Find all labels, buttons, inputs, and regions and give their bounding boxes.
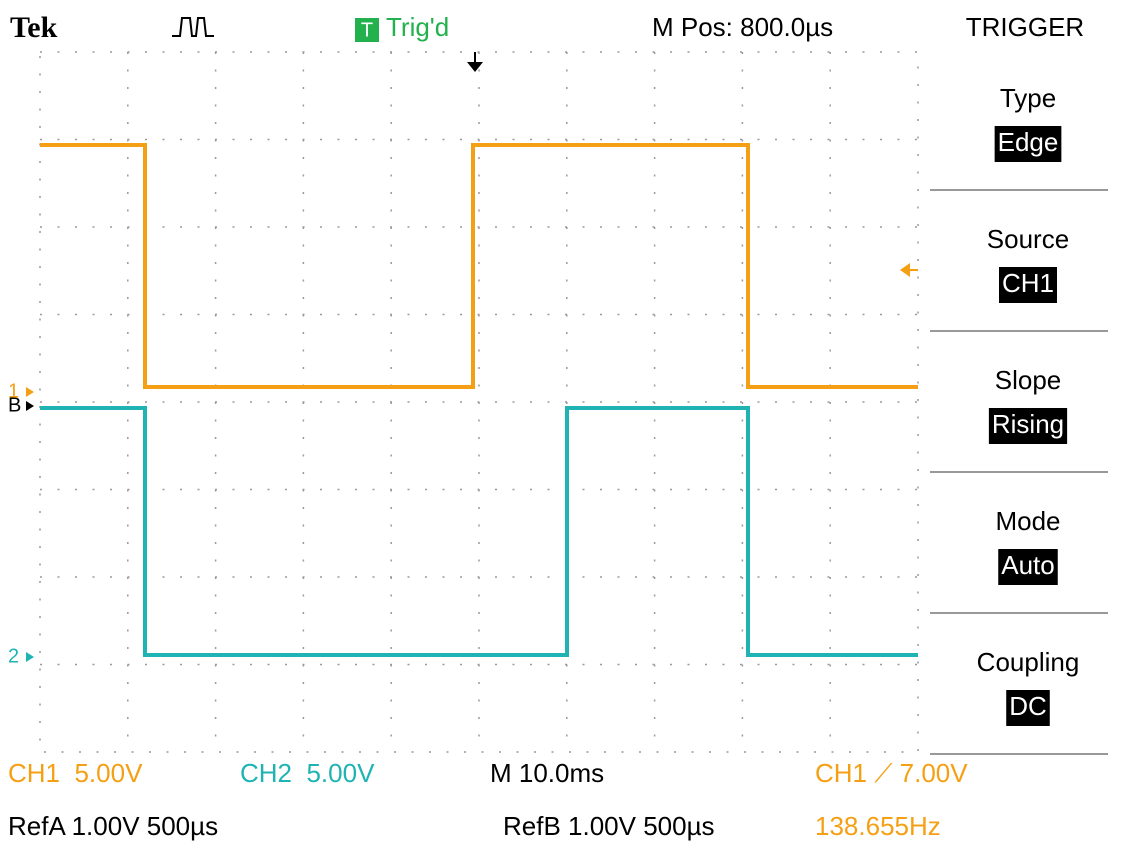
menu-value-bg bbox=[1006, 690, 1050, 726]
refa: RefA 1.00V 500µs bbox=[8, 811, 218, 841]
ref-marker-arrow bbox=[26, 401, 34, 411]
ch2-marker-arrow bbox=[26, 652, 34, 662]
menu-label: Coupling bbox=[977, 647, 1080, 677]
brand: Tek bbox=[10, 11, 58, 44]
menu-value: DC bbox=[1009, 691, 1047, 721]
ch1-marker: 1 bbox=[8, 380, 19, 402]
ch1-scale: CH1 5.00V bbox=[8, 758, 143, 788]
menu-value: Auto bbox=[1001, 550, 1055, 580]
trigger-menu: Type Edge Source CH1 Slope Rising Mode Auto Coup… bbox=[930, 83, 1108, 755]
graticule-border bbox=[39, 51, 919, 753]
timebase: M 10.0ms bbox=[490, 758, 604, 788]
refb: RefB 1.00V 500µs bbox=[503, 811, 715, 841]
trigger-status: Trig'd bbox=[386, 12, 449, 42]
menu-value: CH1 bbox=[1002, 268, 1054, 298]
menu-value-bg bbox=[988, 408, 1068, 444]
menu-label: Type bbox=[1000, 83, 1056, 113]
menu-value: Rising bbox=[992, 409, 1064, 439]
trigger-level-arrow bbox=[900, 263, 918, 277]
ch1-waveform bbox=[40, 143, 918, 389]
ch2-scale: CH2 5.00V bbox=[240, 758, 375, 788]
ch1-marker-arrow bbox=[26, 387, 34, 397]
menu-value-bg bbox=[994, 126, 1062, 162]
menu-title: TRIGGER bbox=[966, 12, 1084, 42]
graticule bbox=[40, 52, 918, 752]
ch2-waveform bbox=[40, 406, 918, 657]
trigger-pos-arrow bbox=[467, 52, 483, 72]
trigger-level: CH1 ⟋ 7.00V bbox=[815, 758, 968, 788]
menu-label: Slope bbox=[995, 365, 1062, 395]
frequency: 138.655Hz bbox=[815, 811, 941, 841]
trigger-badge-bg bbox=[355, 18, 379, 42]
menu-label: Source bbox=[987, 224, 1069, 254]
position: M Pos: 800.0µs bbox=[652, 12, 833, 42]
ref-marker: B bbox=[8, 394, 21, 416]
trigger-badge: T bbox=[361, 19, 373, 41]
menu-value: Edge bbox=[998, 127, 1059, 157]
menu-value-bg bbox=[998, 549, 1058, 585]
menu-label: Mode bbox=[995, 506, 1060, 536]
acq-icon bbox=[172, 17, 214, 37]
menu-value-bg bbox=[998, 267, 1058, 303]
ch2-marker: 2 bbox=[8, 645, 19, 667]
